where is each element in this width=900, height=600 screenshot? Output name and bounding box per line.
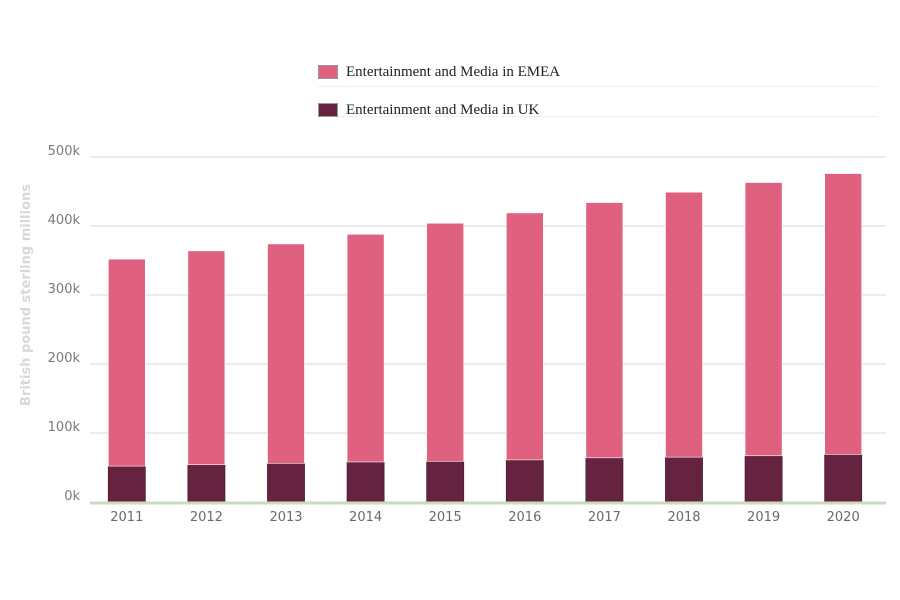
y-axis-label: British pound sterling millions xyxy=(19,184,34,406)
legend-divider xyxy=(318,116,878,117)
x-tick-label: 2015 xyxy=(429,510,462,525)
x-tick-label: 2013 xyxy=(269,510,302,525)
legend-label-emea: Entertainment and Media in EMEA xyxy=(346,63,561,80)
bar-uk[interactable] xyxy=(187,464,226,503)
bar-emea[interactable] xyxy=(744,182,783,457)
bar-uk[interactable] xyxy=(346,461,385,503)
x-tick-label: 2016 xyxy=(508,510,541,525)
bar-emea[interactable] xyxy=(426,222,465,462)
bar-emea[interactable] xyxy=(267,243,305,464)
legend-item-emea[interactable]: Entertainment and Media in EMEA xyxy=(318,60,560,84)
bar-emea[interactable] xyxy=(505,212,544,461)
x-tick-label: 2020 xyxy=(827,510,860,525)
y-tick-label: 300k xyxy=(48,282,81,297)
axes: 0k 100k 200k 300k 400k 500k 2011 2012 2013 2014 20… xyxy=(48,144,886,525)
legend-item-uk[interactable]: Entertainment and Media in UK xyxy=(318,98,560,122)
x-tick-label: 2017 xyxy=(588,510,621,525)
bar-uk[interactable] xyxy=(824,453,863,503)
y-tick-label: 100k xyxy=(48,420,81,435)
bar-uk[interactable] xyxy=(107,465,146,503)
legend-swatch-emea xyxy=(318,65,338,79)
y-tick-label: 400k xyxy=(48,213,81,228)
bar-emea[interactable] xyxy=(108,258,146,467)
bar-emea[interactable] xyxy=(346,233,385,463)
y-tick-label: 200k xyxy=(48,351,81,366)
bar-uk[interactable] xyxy=(267,462,305,503)
bar-emea[interactable] xyxy=(585,202,624,459)
bar-emea[interactable] xyxy=(824,173,863,455)
bar-uk[interactable] xyxy=(426,460,465,503)
bar-uk[interactable] xyxy=(744,455,783,503)
legend: Entertainment and Media in EMEA Entertai… xyxy=(318,60,560,136)
x-tick-label: 2019 xyxy=(747,510,780,525)
bars xyxy=(107,173,863,503)
y-tick-label: 0k xyxy=(64,489,80,504)
x-tick-label: 2011 xyxy=(110,510,143,525)
bar-uk[interactable] xyxy=(585,457,624,503)
legend-divider xyxy=(318,86,878,87)
bar-emea[interactable] xyxy=(665,191,703,458)
bar-uk[interactable] xyxy=(665,456,703,503)
legend-label-uk: Entertainment and Media in UK xyxy=(346,101,540,118)
bar-uk[interactable] xyxy=(505,459,544,503)
y-tick-label: 500k xyxy=(48,144,81,159)
x-tick-label: 2014 xyxy=(349,510,382,525)
x-tick-label: 2012 xyxy=(190,510,223,525)
legend-swatch-uk xyxy=(318,103,338,117)
x-tick-label: 2018 xyxy=(667,510,700,525)
bar-emea[interactable] xyxy=(187,250,226,466)
